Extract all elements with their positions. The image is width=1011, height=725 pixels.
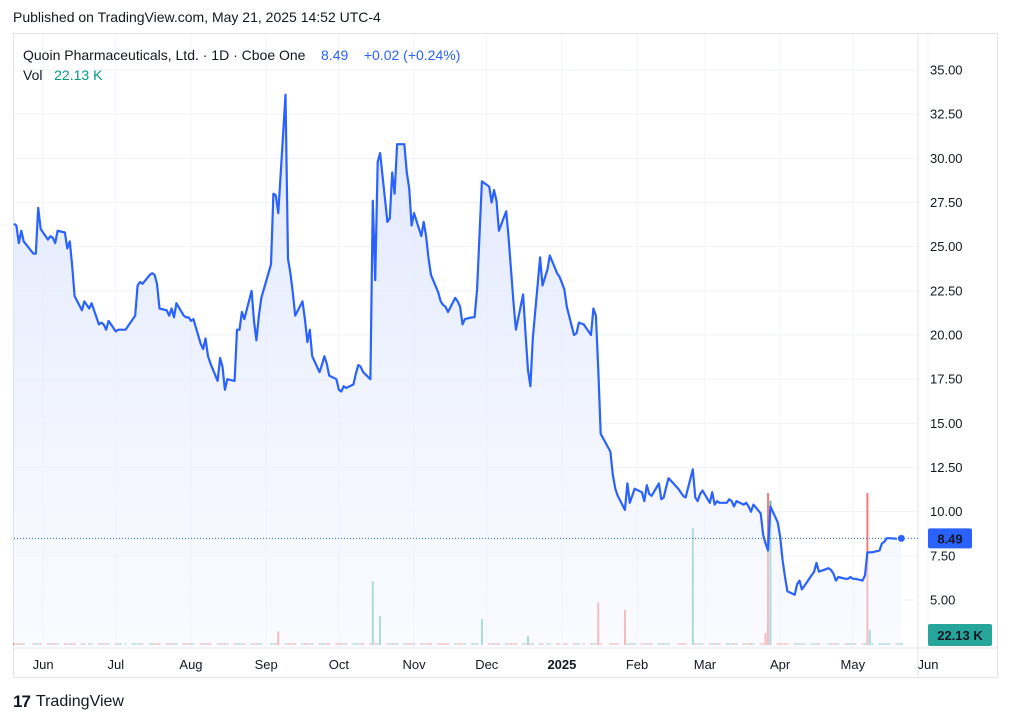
volume-badge-text: 22.13 K — [937, 628, 983, 643]
price-line — [13, 93, 902, 596]
x-tick-label: 2025 — [547, 657, 576, 672]
price-change-value: +0.02 (+0.24%) — [363, 47, 461, 63]
x-tick-label: Jul — [108, 657, 125, 672]
x-tick-label: Feb — [626, 657, 648, 672]
x-tick-label: Dec — [475, 657, 499, 672]
last-price-marker — [896, 533, 906, 543]
published-text: Published on TradingView.com, May 21, 20… — [13, 9, 381, 25]
tradingview-brand-text: TradingView — [35, 693, 124, 710]
x-tick-label: Apr — [770, 657, 791, 672]
x-tick-label: Jun — [918, 657, 939, 672]
tradingview-branding[interactable]: 17 TradingView — [13, 692, 124, 712]
last-price-badge — [928, 528, 972, 549]
legend-volume-row: Vol 22.13 K — [23, 65, 460, 85]
y-tick-label: 25.00 — [930, 239, 963, 254]
x-tick-label: Nov — [402, 657, 426, 672]
y-tick-label: 32.50 — [930, 107, 963, 122]
volume-value: 22.13 K — [54, 67, 103, 83]
y-tick-label: 20.00 — [930, 328, 963, 343]
x-tick-label: Mar — [694, 657, 717, 672]
legend-symbol-row: Quoin Pharmaceuticals, Ltd. · 1D · Cboe … — [23, 45, 460, 65]
x-tick-label: May — [841, 657, 866, 672]
chart-frame[interactable] — [13, 33, 998, 678]
x-tick-label: Sep — [255, 657, 278, 672]
y-tick-label: 27.50 — [930, 195, 963, 210]
price-area-fill — [14, 94, 902, 648]
y-tick-label: 35.00 — [930, 63, 963, 78]
y-tick-label: 22.50 — [930, 283, 963, 298]
x-tick-label: Oct — [329, 657, 350, 672]
tradingview-logo-icon: 17 — [13, 692, 31, 711]
published-header: Published on TradingView.com, May 21, 20… — [13, 9, 381, 25]
y-tick-label: 17.50 — [930, 372, 963, 387]
volume-badge — [928, 624, 992, 646]
last-price-badge-text: 8.49 — [937, 531, 962, 546]
chart-legend: Quoin Pharmaceuticals, Ltd. · 1D · Cboe … — [23, 45, 460, 85]
volume-bar — [900, 643, 903, 645]
x-tick-label: Aug — [179, 657, 202, 672]
x-tick-label: Jun — [33, 657, 54, 672]
y-tick-label: 15.00 — [930, 416, 963, 431]
last-price-value: 8.49 — [321, 47, 349, 63]
y-tick-label: 5.00 — [930, 593, 955, 608]
symbol-description[interactable]: Quoin Pharmaceuticals, Ltd. · 1D · Cboe … — [23, 47, 306, 63]
y-tick-label: 7.50 — [930, 548, 955, 563]
y-tick-label: 12.50 — [930, 460, 963, 475]
y-tick-label: 10.00 — [930, 504, 963, 519]
y-tick-label: 30.00 — [930, 151, 963, 166]
volume-label[interactable]: Vol — [23, 67, 43, 83]
